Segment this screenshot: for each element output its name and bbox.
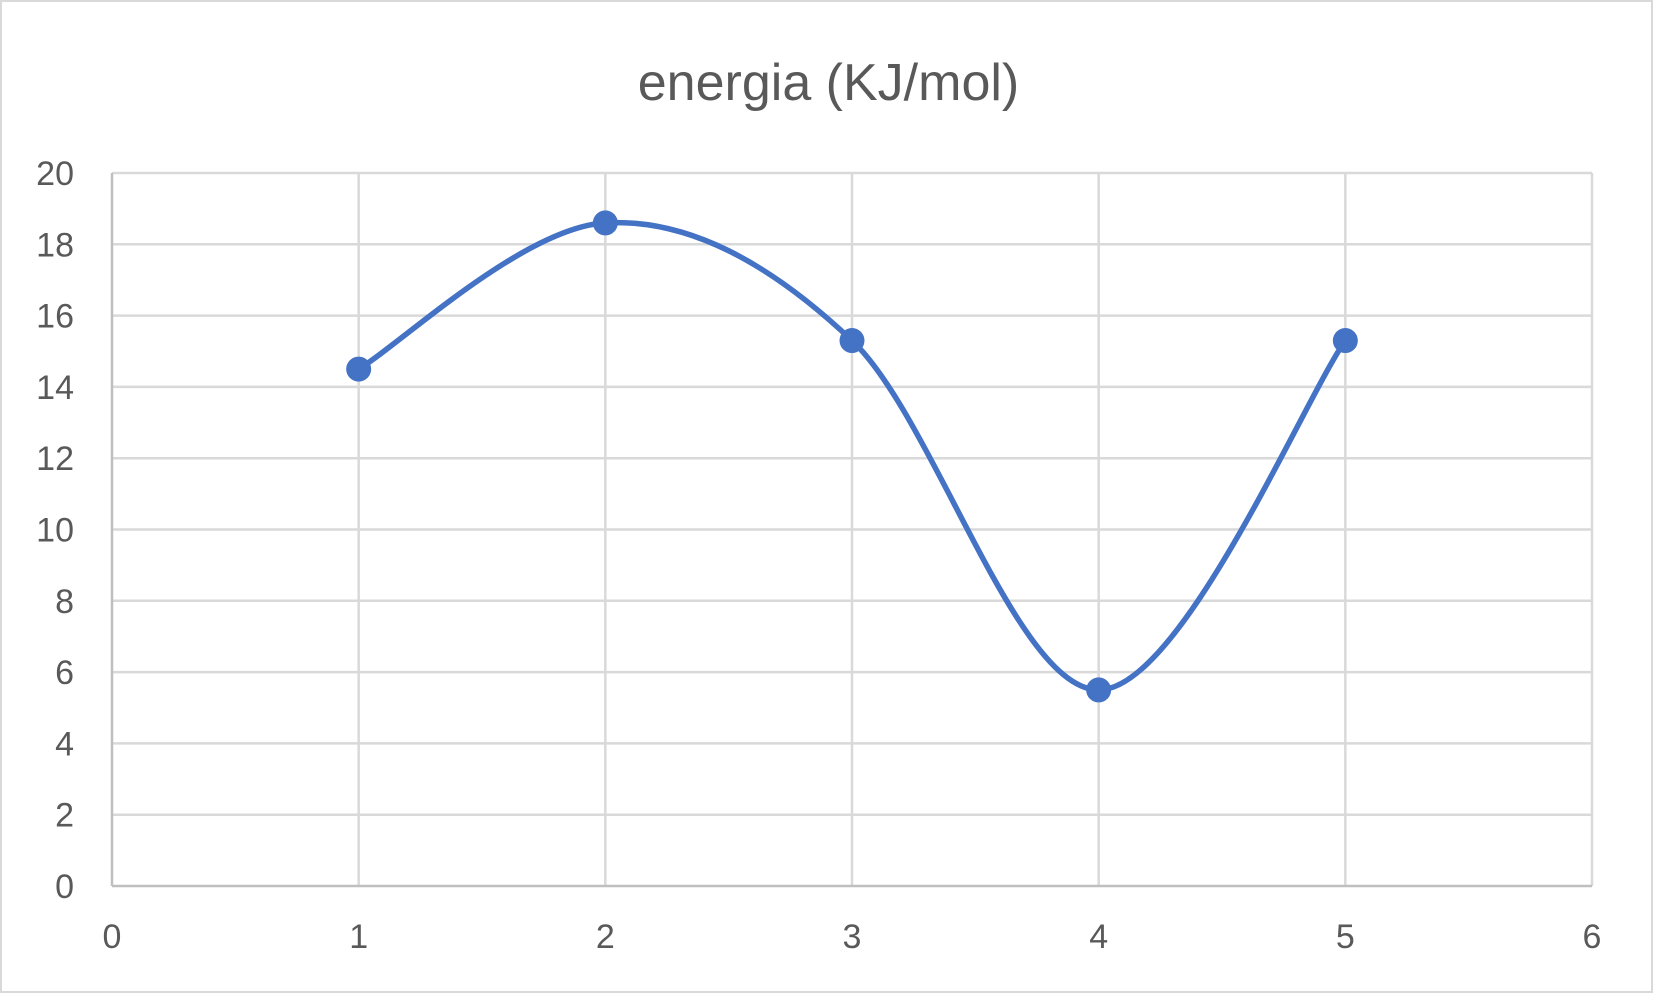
x-tick-label-5: 5 — [1336, 918, 1355, 956]
data-point-0-3 — [1086, 677, 1112, 703]
y-tick-label-14: 14 — [36, 369, 74, 407]
y-tick-label-0: 0 — [55, 868, 74, 906]
x-tick-label-0: 0 — [103, 918, 122, 956]
series-line-0 — [355, 219, 1349, 693]
data-point-0-1 — [592, 210, 618, 236]
x-tick-label-6: 6 — [1583, 918, 1602, 956]
grid-layer — [112, 171, 1594, 886]
x-tick-label-3: 3 — [843, 918, 862, 956]
y-tick-label-12: 12 — [36, 440, 74, 478]
y-tick-label-18: 18 — [36, 226, 74, 264]
y-tick-label-8: 8 — [55, 583, 74, 621]
chart-title: energia (KJ/mol) — [638, 54, 1019, 112]
y-tick-label-4: 4 — [55, 725, 74, 763]
y-tick-label-16: 16 — [36, 298, 74, 336]
y-tick-label-6: 6 — [55, 654, 74, 692]
data-point-0-0 — [346, 356, 372, 382]
data-point-0-4 — [1332, 328, 1358, 354]
y-tick-label-10: 10 — [36, 512, 74, 550]
marker-layer — [346, 210, 1358, 703]
x-tick-label-1: 1 — [349, 918, 368, 956]
y-tick-label-20: 20 — [36, 155, 74, 193]
x-tick-label-4: 4 — [1089, 918, 1108, 956]
y-tick-label-2: 2 — [55, 797, 74, 835]
series-layer — [355, 219, 1349, 693]
x-tick-label-2: 2 — [596, 918, 615, 956]
data-point-0-2 — [839, 328, 865, 354]
